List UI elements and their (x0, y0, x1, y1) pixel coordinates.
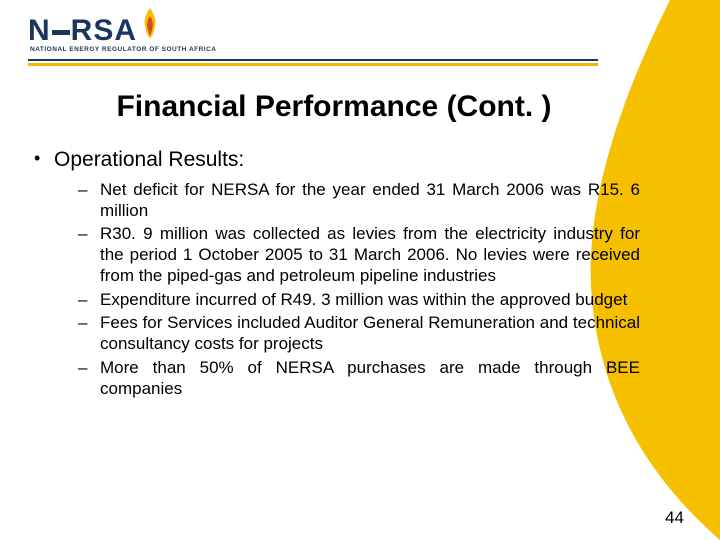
logo: N RSA (28, 14, 720, 48)
logo-dash (52, 30, 70, 35)
rule-gold (28, 63, 598, 66)
header: N RSA NATIONAL ENERGY REGULATOR OF SOUTH … (0, 0, 720, 78)
logo-letters: RSA (71, 14, 137, 47)
slide-content: Financial Performance (Cont. ) Operation… (0, 78, 720, 399)
list-item: Fees for Services included Auditor Gener… (78, 313, 640, 354)
rule-navy (28, 59, 598, 61)
page-title: Financial Performance (Cont. ) (28, 90, 640, 124)
list-item: More than 50% of NERSA purchases are mad… (78, 358, 640, 399)
page-number: 44 (665, 508, 684, 528)
header-rules (28, 59, 598, 66)
bullet-list-level2: Net deficit for NERSA for the year ended… (78, 180, 640, 399)
list-item: R30. 9 million was collected as levies f… (78, 224, 640, 286)
logo-text: N RSA (28, 14, 137, 48)
bullet-list-level1: Operational Results: Net deficit for NER… (34, 148, 640, 399)
list-item: Net deficit for NERSA for the year ended… (78, 180, 640, 221)
list-item: Expenditure incurred of R49. 3 million w… (78, 290, 640, 311)
logo-letter: N (28, 14, 51, 47)
logo-tagline: NATIONAL ENERGY REGULATOR OF SOUTH AFRIC… (30, 46, 720, 53)
flame-icon (139, 6, 161, 40)
list-item: Operational Results: Net deficit for NER… (34, 148, 640, 399)
bullet-label: Operational Results: (54, 148, 244, 171)
